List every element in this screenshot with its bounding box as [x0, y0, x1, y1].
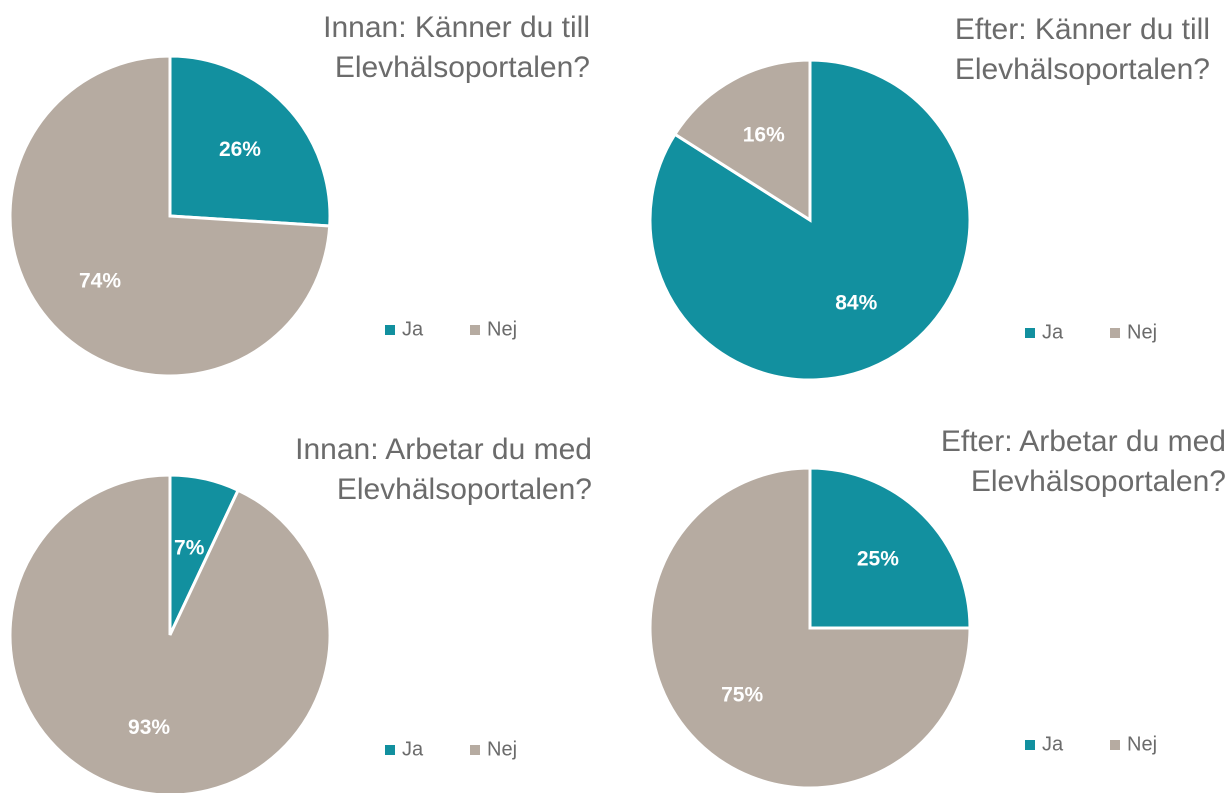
data-label: 7%	[174, 537, 205, 560]
legend-label: Nej	[1127, 321, 1157, 343]
data-label: 75%	[721, 683, 763, 706]
legend-swatch	[1025, 740, 1035, 750]
pie-slice	[8, 54, 332, 378]
data-label: 25%	[857, 548, 899, 571]
legend-label: Nej	[487, 318, 517, 340]
data-label: 74%	[79, 269, 121, 292]
pie-slice	[672, 58, 812, 223]
legend-label: Ja	[1042, 733, 1064, 755]
pie-slice	[168, 54, 332, 228]
chart-title: Innan: Arbetar du med Elevhälsoportalen?	[295, 433, 592, 506]
pie-slice	[8, 473, 332, 793]
pie-slice	[808, 466, 972, 630]
legend-label: Nej	[487, 738, 517, 760]
legend-swatch	[470, 745, 480, 755]
pie-slice	[648, 466, 972, 790]
data-label: 93%	[128, 716, 170, 739]
chart-title: Efter: Arbetar du med Elevhälsoportalen?	[940, 425, 1226, 498]
chart-title: Efter: Känner du till Elevhälsoportalen?	[954, 13, 1210, 86]
legend-label: Ja	[402, 738, 424, 760]
legend-swatch	[385, 745, 395, 755]
legend-swatch	[385, 325, 395, 335]
data-label: 26%	[219, 138, 261, 161]
legend-swatch	[1110, 328, 1120, 338]
legend-label: Ja	[402, 318, 424, 340]
legend-swatch	[470, 325, 480, 335]
legend-label: Nej	[1127, 733, 1157, 755]
legend-swatch	[1110, 740, 1120, 750]
data-label: 84%	[835, 292, 877, 315]
data-label: 16%	[743, 123, 785, 146]
legend-swatch	[1025, 328, 1035, 338]
legend-label: Ja	[1042, 321, 1064, 343]
chart-title: Innan: Känner du till Elevhälsoportalen?	[323, 11, 590, 84]
